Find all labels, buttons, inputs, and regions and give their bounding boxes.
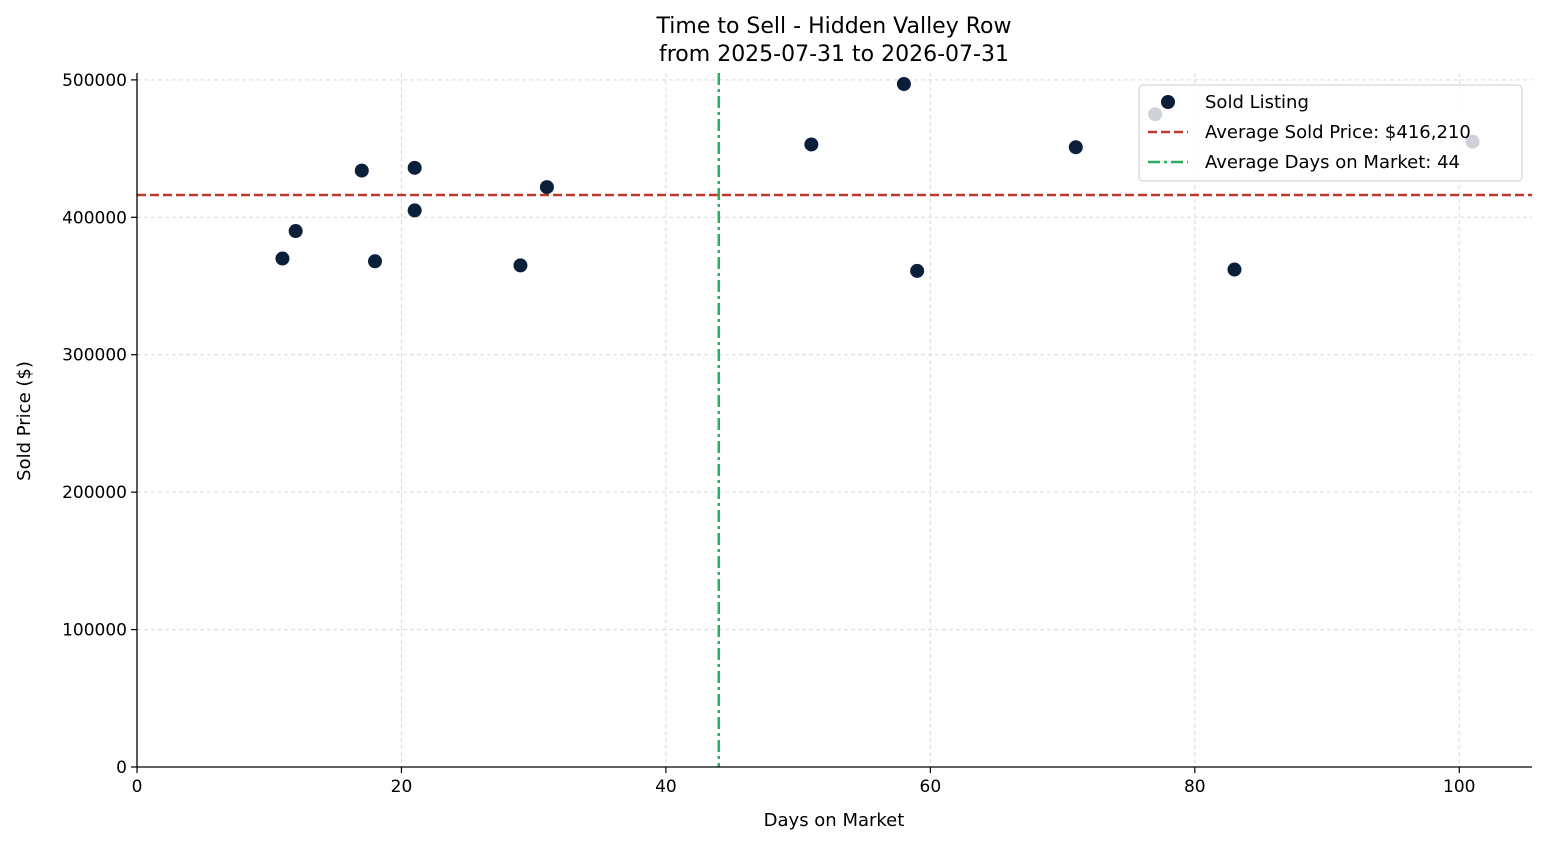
legend-label-days: Average Days on Market: 44 bbox=[1205, 152, 1460, 173]
sold-listing-point bbox=[896, 76, 911, 91]
sold-listing-point bbox=[288, 224, 303, 239]
legend-label-sold: Sold Listing bbox=[1205, 92, 1309, 113]
chart-subtitle: from 2025-07-31 to 2026-07-31 bbox=[659, 42, 1009, 67]
chart-title: Time to Sell - Hidden Valley Row bbox=[656, 14, 1012, 39]
sold-listing-point bbox=[513, 258, 528, 273]
y-tick-label: 500000 bbox=[62, 71, 127, 91]
sold-listing-point bbox=[354, 163, 369, 178]
sold-listing-point bbox=[804, 137, 819, 152]
x-axis-label: Days on Market bbox=[764, 810, 905, 831]
legend-box bbox=[1138, 84, 1523, 182]
y-tick-label: 200000 bbox=[62, 483, 127, 503]
sold-listing-point bbox=[539, 180, 554, 195]
axes bbox=[136, 73, 1532, 768]
x-tick-label: 80 bbox=[1184, 777, 1206, 797]
reference-lines bbox=[137, 73, 1532, 767]
sold-listing-point bbox=[910, 263, 925, 278]
y-tick-label: 300000 bbox=[62, 346, 127, 366]
y-tick-label: 100000 bbox=[62, 621, 127, 641]
legend-label-price: Average Sold Price: $416,210 bbox=[1205, 122, 1471, 143]
sold-listing-point bbox=[1227, 262, 1242, 277]
x-tick-label: 60 bbox=[920, 777, 942, 797]
sold-listing-point bbox=[407, 203, 422, 218]
x-tick-label: 100 bbox=[1443, 777, 1475, 797]
y-axis-label: Sold Price ($) bbox=[14, 361, 35, 481]
x-tick-label: 20 bbox=[391, 777, 413, 797]
tick-labels: 0 20 40 60 80 100 0 100000 200000 300000 400000 500… bbox=[62, 71, 1475, 797]
sold-listing-point bbox=[407, 160, 422, 175]
y-tick-label: 400000 bbox=[62, 208, 127, 228]
legend: Sold Listing Average Sold Price: $416,210… bbox=[1138, 84, 1523, 182]
sold-listing-point bbox=[368, 254, 383, 269]
legend-marker-sold bbox=[1161, 95, 1175, 109]
sold-listing-point bbox=[1068, 140, 1083, 155]
sold-listing-point bbox=[275, 251, 290, 266]
y-tick-label: 0 bbox=[116, 758, 127, 778]
x-tick-label: 40 bbox=[655, 777, 677, 797]
x-tick-label: 0 bbox=[132, 777, 143, 797]
